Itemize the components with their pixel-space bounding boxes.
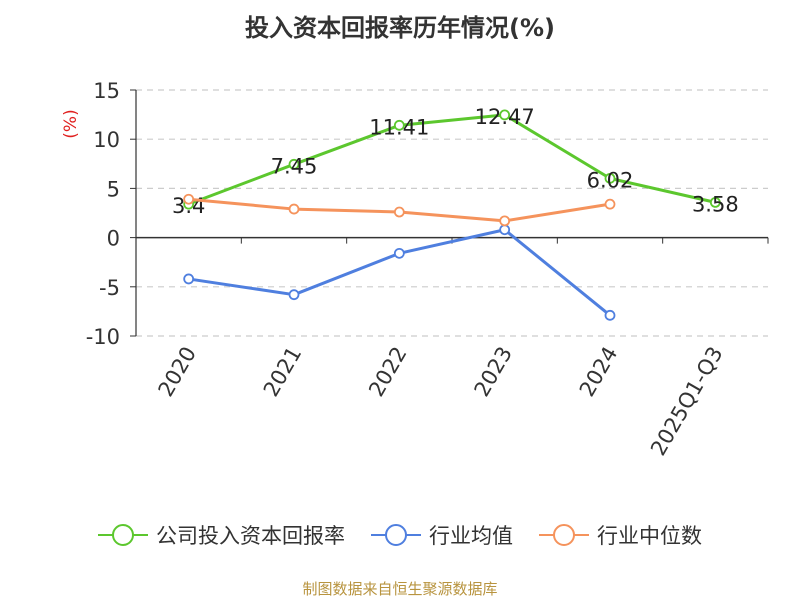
series-point-1 [288, 289, 300, 301]
series-point-2 [604, 198, 616, 210]
series-point-2 [499, 215, 511, 227]
y-tick-label: 0 [107, 227, 120, 251]
y-tick-label: 10 [93, 128, 120, 152]
y-tick-label: -10 [86, 325, 120, 349]
legend-item-industry-mean[interactable]: 行业均值 [371, 520, 513, 550]
chart-title: 投入资本回报率历年情况(%) [245, 14, 555, 42]
series-point-1 [393, 247, 405, 259]
legend-item-company[interactable]: 公司投入资本回报率 [98, 520, 345, 550]
legend-item-industry-median[interactable]: 行业中位数 [539, 520, 702, 550]
data-source-note: 制图数据来自恒生聚源数据库 [302, 580, 498, 598]
series-point-2 [183, 193, 195, 205]
legend: 公司投入资本回报率 行业均值 行业中位数 [0, 520, 800, 550]
legend-label-industry-median: 行业中位数 [597, 524, 702, 548]
legend-marker-industry-mean [371, 524, 421, 546]
legend-label-company: 公司投入资本回报率 [156, 524, 345, 548]
x-tick-label: 2022 [364, 343, 412, 401]
x-tick-label: 2025Q1-Q3 [646, 343, 728, 460]
data-label: 7.45 [271, 154, 318, 178]
x-tick-label: 2021 [259, 343, 307, 401]
legend-marker-company [98, 524, 148, 546]
y-tick-label: 15 [93, 79, 120, 103]
series-point-2 [288, 203, 300, 215]
series-point-1 [183, 273, 195, 285]
data-label: 6.02 [587, 168, 634, 192]
y-tick-label: -5 [99, 276, 120, 300]
series-point-0 [393, 119, 405, 131]
series-point-1 [499, 224, 511, 236]
series-line-0 [188, 113, 716, 206]
line-chart: 15 10 5 0 -5 -10 (%) 2020 2021 2022 2023 2024 2025Q1… [61, 79, 769, 460]
series-point-2 [393, 206, 405, 218]
series-point-0 [709, 196, 721, 208]
x-tick-label: 2023 [469, 343, 517, 401]
series-line-1 [188, 228, 611, 317]
series-point-0 [604, 172, 616, 184]
series-point-0 [499, 109, 511, 121]
legend-label-industry-mean: 行业均值 [429, 524, 513, 548]
series-point-1 [604, 309, 616, 321]
data-label: 12.47 [475, 105, 535, 129]
data-label: 3.58 [692, 192, 739, 216]
series-point-0 [288, 158, 300, 170]
data-label: 11.41 [369, 115, 429, 139]
legend-marker-industry-median [539, 524, 589, 546]
y-axis-label: (%) [61, 109, 81, 138]
x-tick-label: 2024 [575, 343, 623, 401]
y-tick-label: 5 [107, 177, 120, 201]
x-tick-label: 2020 [153, 343, 201, 401]
